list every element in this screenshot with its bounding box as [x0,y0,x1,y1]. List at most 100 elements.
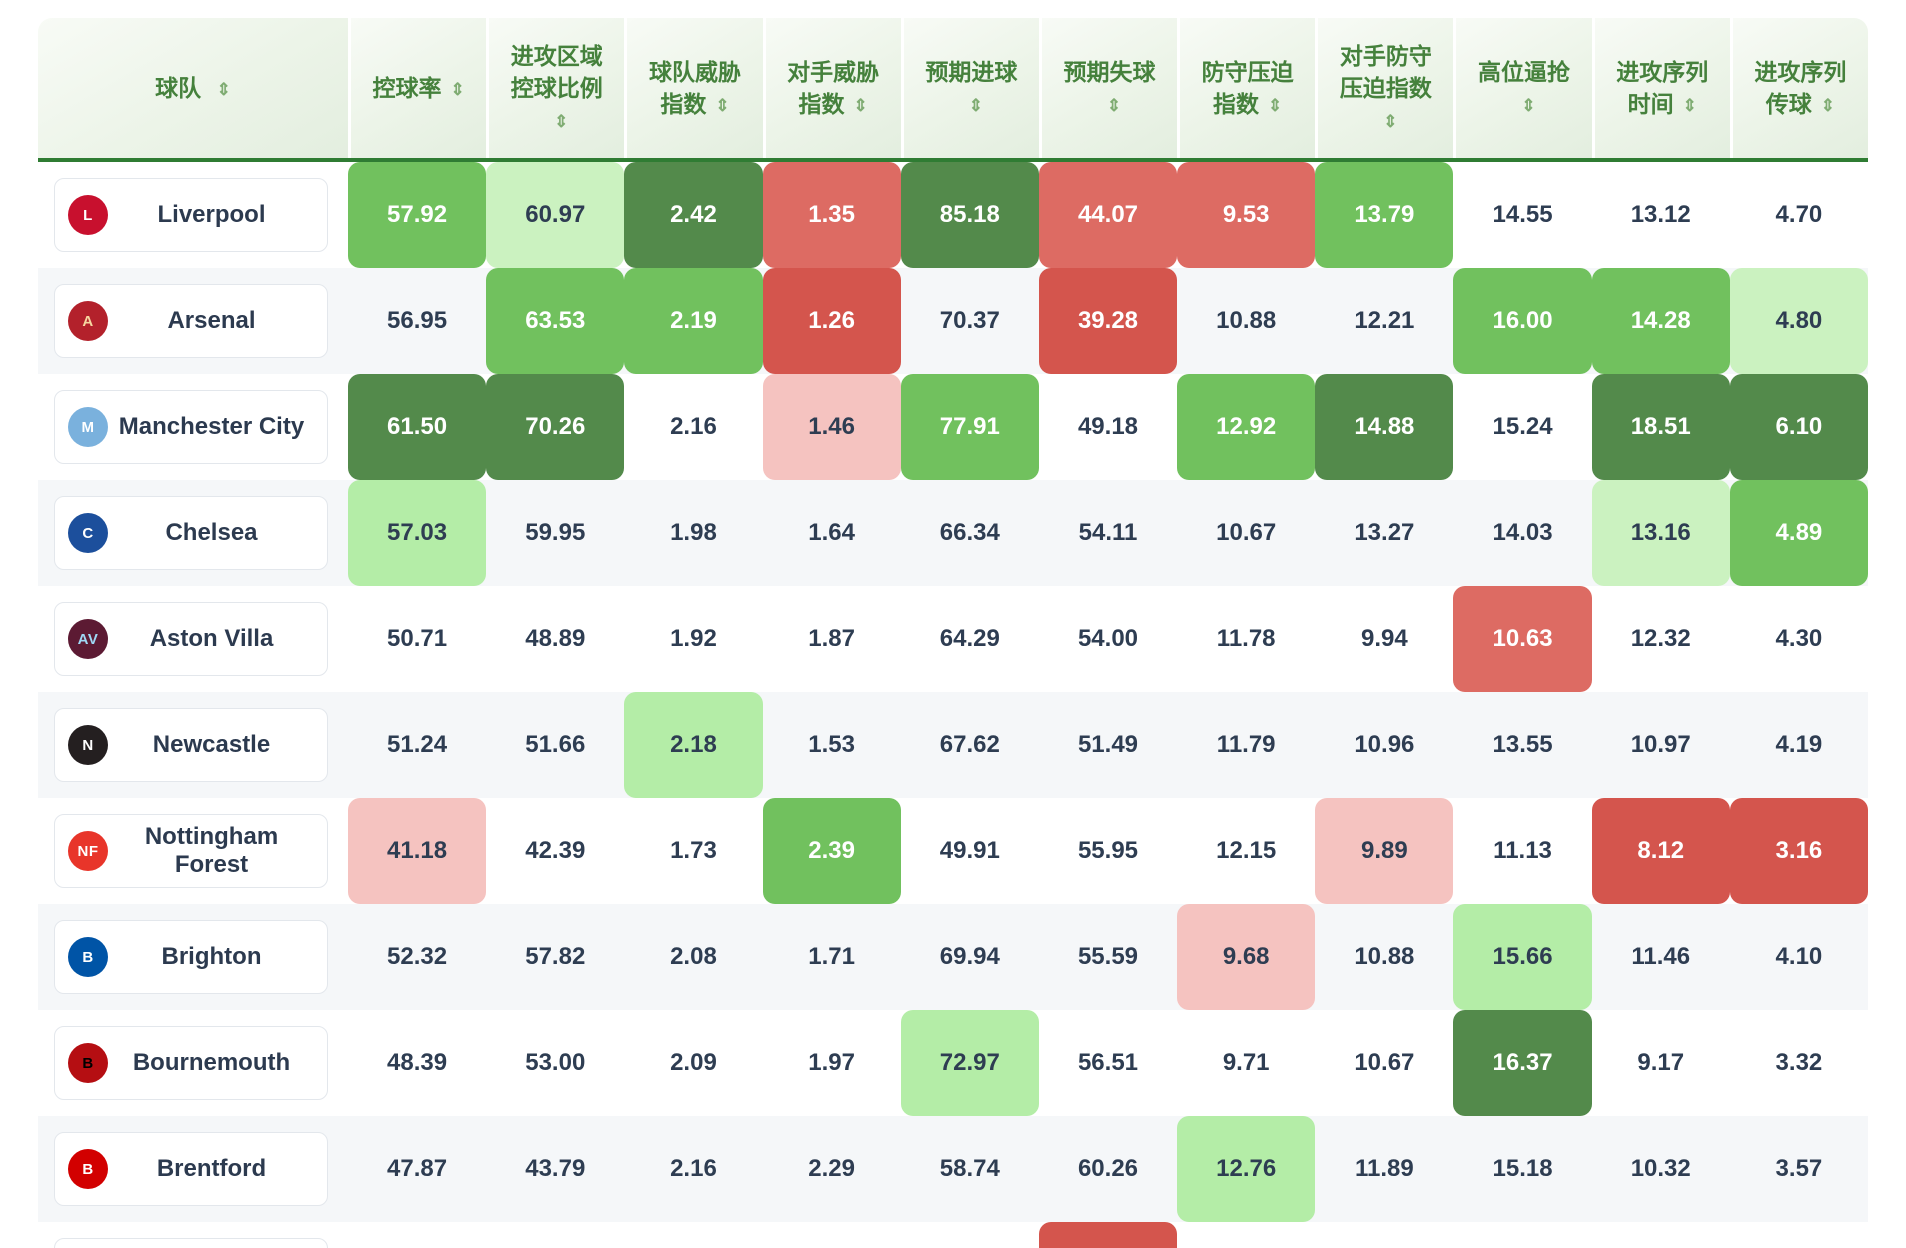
stat-cell: 6.10 [1729,374,1868,480]
stat-cell: 14.55 [1492,201,1553,228]
table-row: N Newcastle 51.24 51.66 2.18 1.53 67.62 51.49… [38,692,1868,798]
stat-cell: 72.97 [900,1010,1039,1116]
table-row: B Brentford 47.87 43.79 2.16 2.29 58.74 60.26… [38,1116,1868,1222]
team-cell: NF Nottingham Forest [38,798,348,904]
team-card[interactable]: AV Aston Villa [54,602,328,676]
sort-icon: ⇕ [554,112,569,132]
stat-cell-highlight: 9.89 [1315,798,1454,904]
stat-cell: 3.57 [1775,1155,1823,1182]
stat-cell: 67.62 [939,731,1000,758]
stat-cell: 10.88 [1354,943,1415,970]
stat-cell-highlight: 1.26 [762,268,901,374]
stat-cell: 54.11 [1078,519,1138,546]
stat-cell-highlight: 44.07 [1038,162,1178,268]
stat-cell: 2.08 [670,943,717,970]
column-header-9[interactable]: 高位逼抢 ⇕ [1456,18,1592,158]
stat-cell: 58.74 [939,1155,1000,1182]
stat-cell [624,1222,762,1248]
column-header-5[interactable]: 预期进球 ⇕ [903,18,1039,158]
column-header-10[interactable]: 进攻序列时间 ⇕ [1594,18,1730,158]
stat-cell: 15.66 [1453,904,1592,1010]
team-name: Chelsea [165,519,258,547]
stat-cell-highlight: 14.28 [1591,268,1730,374]
team-name: Bournemouth [132,1049,291,1077]
stat-cell: 13.27 [1354,519,1415,546]
column-header-7[interactable]: 防守压迫指数 ⇕ [1180,18,1316,158]
table-row [38,1222,1868,1248]
stat-cell-highlight: 12.92 [1177,374,1316,480]
stat-cell [1592,1222,1730,1248]
column-header-label: 球队威胁指数 [648,58,741,117]
stat-cell: 13.55 [1492,731,1553,758]
team-card[interactable]: M Manchester City [54,390,328,464]
sort-icon: ⇕ [853,96,868,115]
column-header-4[interactable]: 对手威胁指数 ⇕ [765,18,901,158]
column-header-11[interactable]: 进攻序列传球 ⇕ [1732,18,1868,158]
stat-cell-highlight: 2.39 [762,798,901,904]
stat-cell: 10.88 [1216,307,1277,334]
column-header-6[interactable]: 预期失球 ⇕ [1041,18,1178,158]
stat-cell-highlight: 2.42 [624,162,763,268]
stat-cell: 2.16 [670,1155,717,1182]
team-card[interactable] [54,1238,328,1248]
team-card[interactable]: C Chelsea [54,496,328,570]
stat-cell: 4.10 [1775,943,1823,970]
stat-cell-highlight [1038,1222,1178,1248]
sort-icon: ⇕ [1383,112,1398,132]
stat-cell: 54.00 [1077,625,1139,652]
stat-cell-highlight: 1.35 [762,162,901,268]
team-name: Brentford [156,1155,267,1183]
team-card[interactable]: B Brentford [54,1132,328,1206]
column-header-wrap: 高位逼抢 ⇕ [1468,56,1579,120]
column-header-label: 对手防守压迫指数 [1339,42,1432,101]
team-name: Liverpool [157,201,266,229]
stat-cell: 49.91 [939,837,1000,864]
sort-icon: ⇕ [450,79,465,99]
column-header-label: 对手威胁指数 [787,58,880,117]
stat-cell: 9.89 [1315,798,1454,904]
table-header-row: 球队 ⇕ 控球率 ⇕ 进攻区域控球比例⇕ 球队威胁指数 ⇕ 对手威胁指数 ⇕ 预期进球⇕ 预期失… [38,18,1868,162]
column-header-label: 预期失球 [1063,58,1156,85]
team-card[interactable]: B Brighton [54,920,328,994]
column-header-8[interactable]: 对手防守压迫指数 ⇕ [1318,18,1454,158]
team-card[interactable]: A Arsenal [54,284,328,358]
column-header-2[interactable]: 进攻区域控球比例 ⇕ [489,18,625,158]
stat-cell: 51.24 [387,731,448,758]
column-header-3[interactable]: 球队威胁指数 ⇕ [627,18,763,158]
column-header-wrap: 进攻序列传球 ⇕ [1745,56,1856,120]
stat-cell-highlight: 39.28 [1038,268,1178,374]
stat-cell: 12.32 [1630,625,1691,652]
stat-cell: 52.32 [387,943,448,970]
team-card[interactable]: N Newcastle [54,708,328,782]
team-name: Arsenal [167,307,256,335]
column-header-team[interactable]: 球队 ⇕ [38,18,348,158]
stat-cell-highlight: 4.80 [1729,268,1868,374]
stat-cell: 12.21 [1354,307,1415,334]
team-cell: B Brentford [38,1116,348,1222]
stat-cell: 12.15 [1216,837,1277,864]
stat-cell: 49.18 [1077,413,1139,440]
club-logo: B [68,1043,108,1083]
stat-cell: 4.89 [1729,480,1868,586]
table-row: AV Aston Villa 50.71 48.89 1.92 1.87 64.29 54… [38,586,1868,692]
team-card[interactable]: B Bournemouth [54,1026,328,1100]
stat-cell: 12.76 [1177,1116,1316,1222]
column-header-wrap: 对手威胁指数 ⇕ [778,56,889,120]
stat-cell: 44.07 [1038,162,1178,268]
stat-cell: 57.03 [348,480,487,586]
team-cell: N Newcastle [38,692,348,798]
stat-cell-highlight: 85.18 [900,162,1039,268]
stat-cell: 1.92 [670,625,717,652]
stat-cell: 1.97 [808,1049,855,1076]
club-logo: NF [68,831,108,871]
stat-cell-highlight: 10.63 [1453,586,1592,692]
stat-cell: 11.78 [1216,625,1276,652]
stat-cell: 60.26 [1077,1155,1139,1182]
stat-cell-highlight: 60.97 [486,162,625,268]
team-card[interactable]: L Liverpool [54,178,328,252]
team-card[interactable]: NF Nottingham Forest [54,814,328,888]
column-header-1[interactable]: 控球率 ⇕ [351,18,487,158]
stat-cell-highlight: 13.79 [1315,162,1454,268]
stat-cell: 48.89 [525,625,586,652]
stat-cell: 41.18 [348,798,487,904]
